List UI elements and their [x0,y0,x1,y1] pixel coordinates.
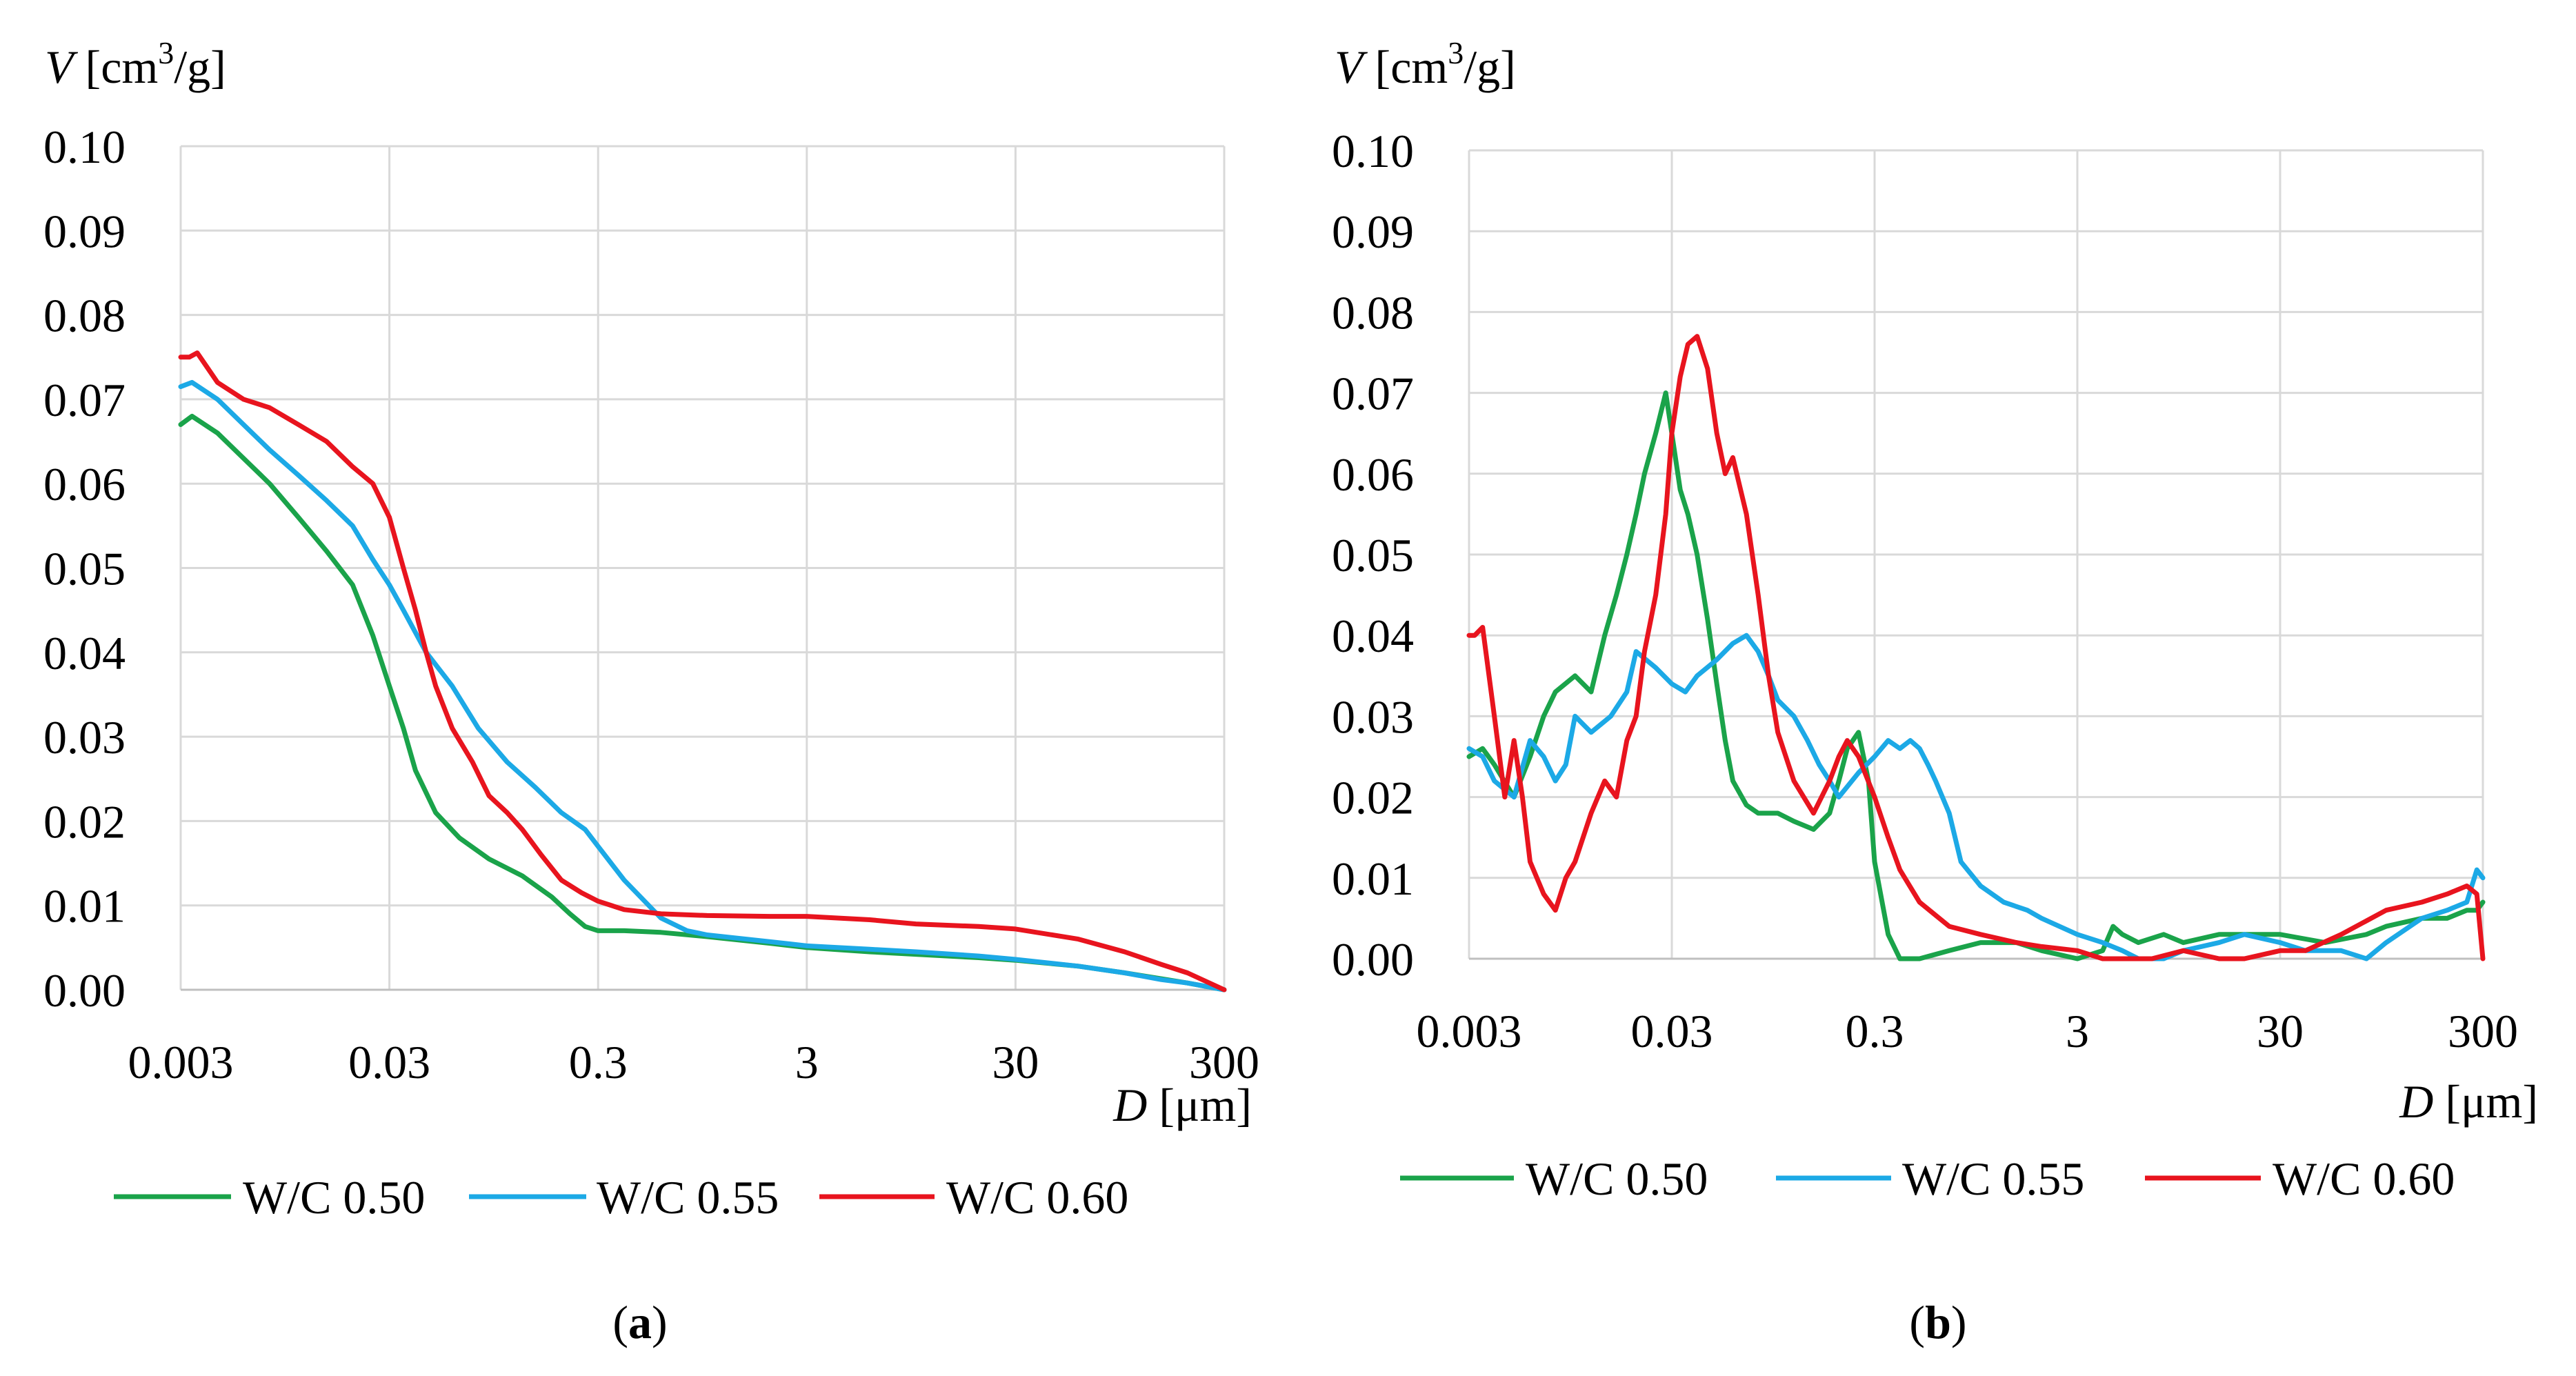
ylabel-b: V [cm3/g] [1335,35,1516,93]
y-tick-label: 0.04 [1332,610,1414,662]
x-tick-label: 30 [992,1036,1039,1088]
y-tick-label: 0.01 [43,880,126,933]
y-tick-label: 0.00 [43,964,126,1017]
y-tick-label: 0.01 [1332,852,1414,905]
legend-a: W/C 0.50 W/C 0.55 W/C 0.60 [114,1171,1128,1224]
x-tick-label: 300 [2448,1005,2518,1057]
series-line-w-c-0-60 [178,350,1227,993]
y-tick-label: 0.08 [43,290,126,342]
x-tick-label: 0.003 [1417,1005,1522,1057]
caption-b: (b) [1909,1296,1966,1348]
y-tick-label: 0.10 [1332,125,1414,177]
x-tick-label: 0.3 [569,1036,628,1088]
series-line-w-c-0-60 [1466,334,2486,961]
y-tick-label: 0.03 [1332,690,1414,743]
chart-panel-b: V [cm3/g] 0.000.010.020.030.040.050.060.… [1332,35,2538,1348]
y-tick-label: 0.05 [43,543,126,595]
y-tick-label: 0.06 [1332,448,1414,501]
x-tick-label: 0.003 [128,1036,234,1088]
series-group-b [1466,334,2486,961]
y-tick-label: 0.07 [1332,368,1414,420]
y-tick-label: 0.10 [43,121,126,173]
legend-label: W/C 0.55 [1902,1153,2084,1205]
legend-label: W/C 0.60 [946,1171,1128,1224]
caption-a: (a) [612,1296,667,1348]
y-tick-label: 0.06 [43,458,126,510]
legend-label: W/C 0.55 [597,1171,779,1224]
legend-b: W/C 0.50 W/C 0.55 W/C 0.60 [1400,1153,2455,1205]
y-tick-label: 0.03 [43,711,126,764]
series-line-w-c-0-50 [1466,390,2486,961]
xlabel-b: D [μm] [2399,1075,2538,1128]
x-tick-label: 3 [795,1036,819,1088]
x-tick-labels-b: 0.003 0.03 0.3 3 30 300 [1417,1005,2519,1057]
x-tick-label: 30 [2257,1005,2304,1057]
series-group-a [178,350,1227,993]
y-tick-label: 0.04 [43,627,126,679]
x-tick-label: 0.03 [1631,1005,1713,1057]
chart-panel-a: V [cm3/g] 0.000.010.020.030.040.050.060.… [43,35,1259,1348]
x-tick-label: 0.03 [348,1036,430,1088]
x-tick-label: 3 [2066,1005,2089,1057]
legend-label: W/C 0.60 [2273,1153,2455,1205]
y-tick-label: 0.09 [1332,206,1414,258]
xlabel-a: D [μm] [1112,1079,1252,1131]
y-tick-label: 0.02 [1332,772,1414,824]
series-line-w-c-0-55 [178,379,1227,993]
y-tick-label: 0.02 [43,795,126,848]
x-tick-labels-a: 0.003 0.03 0.3 3 30 300 [128,1036,1260,1088]
y-tick-label: 0.09 [43,205,126,257]
legend-label: W/C 0.50 [243,1171,425,1224]
legend-label: W/C 0.50 [1526,1153,1708,1205]
y-tick-label: 0.08 [1332,286,1414,339]
y-tick-labels-a: 0.00 0.01 0.02 0.03 0.04 0.05 0.06 0.07 0.08 0.09… [43,121,126,1017]
x-tick-label: 0.3 [1846,1005,1904,1057]
y-tick-label: 0.05 [1332,529,1414,581]
y-tick-label: 0.00 [1332,933,1414,986]
series-line-w-c-0-55 [1466,632,2486,961]
y-tick-labels-b: 0.00 0.01 0.02 0.03 0.04 0.05 0.06 0.07 0.08 0.09… [1332,125,1414,986]
y-tick-label: 0.07 [43,374,126,426]
x-tick-label: 300 [1189,1036,1259,1088]
ylabel-a: V [cm3/g] [45,35,226,93]
